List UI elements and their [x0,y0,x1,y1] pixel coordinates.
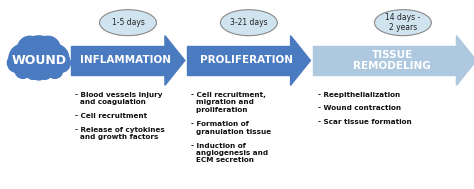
Polygon shape [456,36,474,85]
Text: - Blood vessels injury
  and coagulation: - Blood vessels injury and coagulation [75,92,163,105]
Polygon shape [71,46,165,75]
Text: 14 days -
2 years: 14 days - 2 years [385,13,420,32]
Polygon shape [313,46,456,75]
Circle shape [51,53,70,72]
Polygon shape [187,46,291,75]
Circle shape [41,44,69,72]
Text: 1-5 days: 1-5 days [111,18,145,27]
Circle shape [8,53,27,72]
Text: - Scar tissue formation: - Scar tissue formation [318,119,411,125]
Text: - Wound contraction: - Wound contraction [318,105,401,111]
Circle shape [9,44,37,72]
Circle shape [15,62,31,78]
Circle shape [28,39,50,60]
Circle shape [19,36,59,76]
Circle shape [31,65,46,80]
Polygon shape [291,36,310,85]
Text: 3-21 days: 3-21 days [230,18,268,27]
Polygon shape [165,36,185,85]
Text: - Formation of
  granulation tissue: - Formation of granulation tissue [191,122,271,135]
Text: - Reepithelialization: - Reepithelialization [318,92,400,98]
Text: TISSUE
REMODELING: TISSUE REMODELING [353,50,431,71]
Ellipse shape [220,10,277,36]
Text: - Release of cytokines
  and growth factors: - Release of cytokines and growth factor… [75,127,164,140]
Ellipse shape [100,10,156,36]
Circle shape [26,65,40,79]
Circle shape [38,65,52,79]
Text: INFLAMMATION: INFLAMMATION [80,56,171,65]
Text: - Cell recruitment,
  migration and
  proliferation: - Cell recruitment, migration and prolif… [191,92,266,113]
Text: - Induction of
  angiogenesis and
  ECM secretion: - Induction of angiogenesis and ECM secr… [191,143,268,163]
Text: WOUND: WOUND [11,54,66,67]
Text: PROLIFERATION: PROLIFERATION [200,56,293,65]
Text: - Cell recruitment: - Cell recruitment [75,113,147,119]
Circle shape [36,36,60,61]
Circle shape [47,62,63,78]
Ellipse shape [374,10,431,36]
Circle shape [18,36,42,61]
